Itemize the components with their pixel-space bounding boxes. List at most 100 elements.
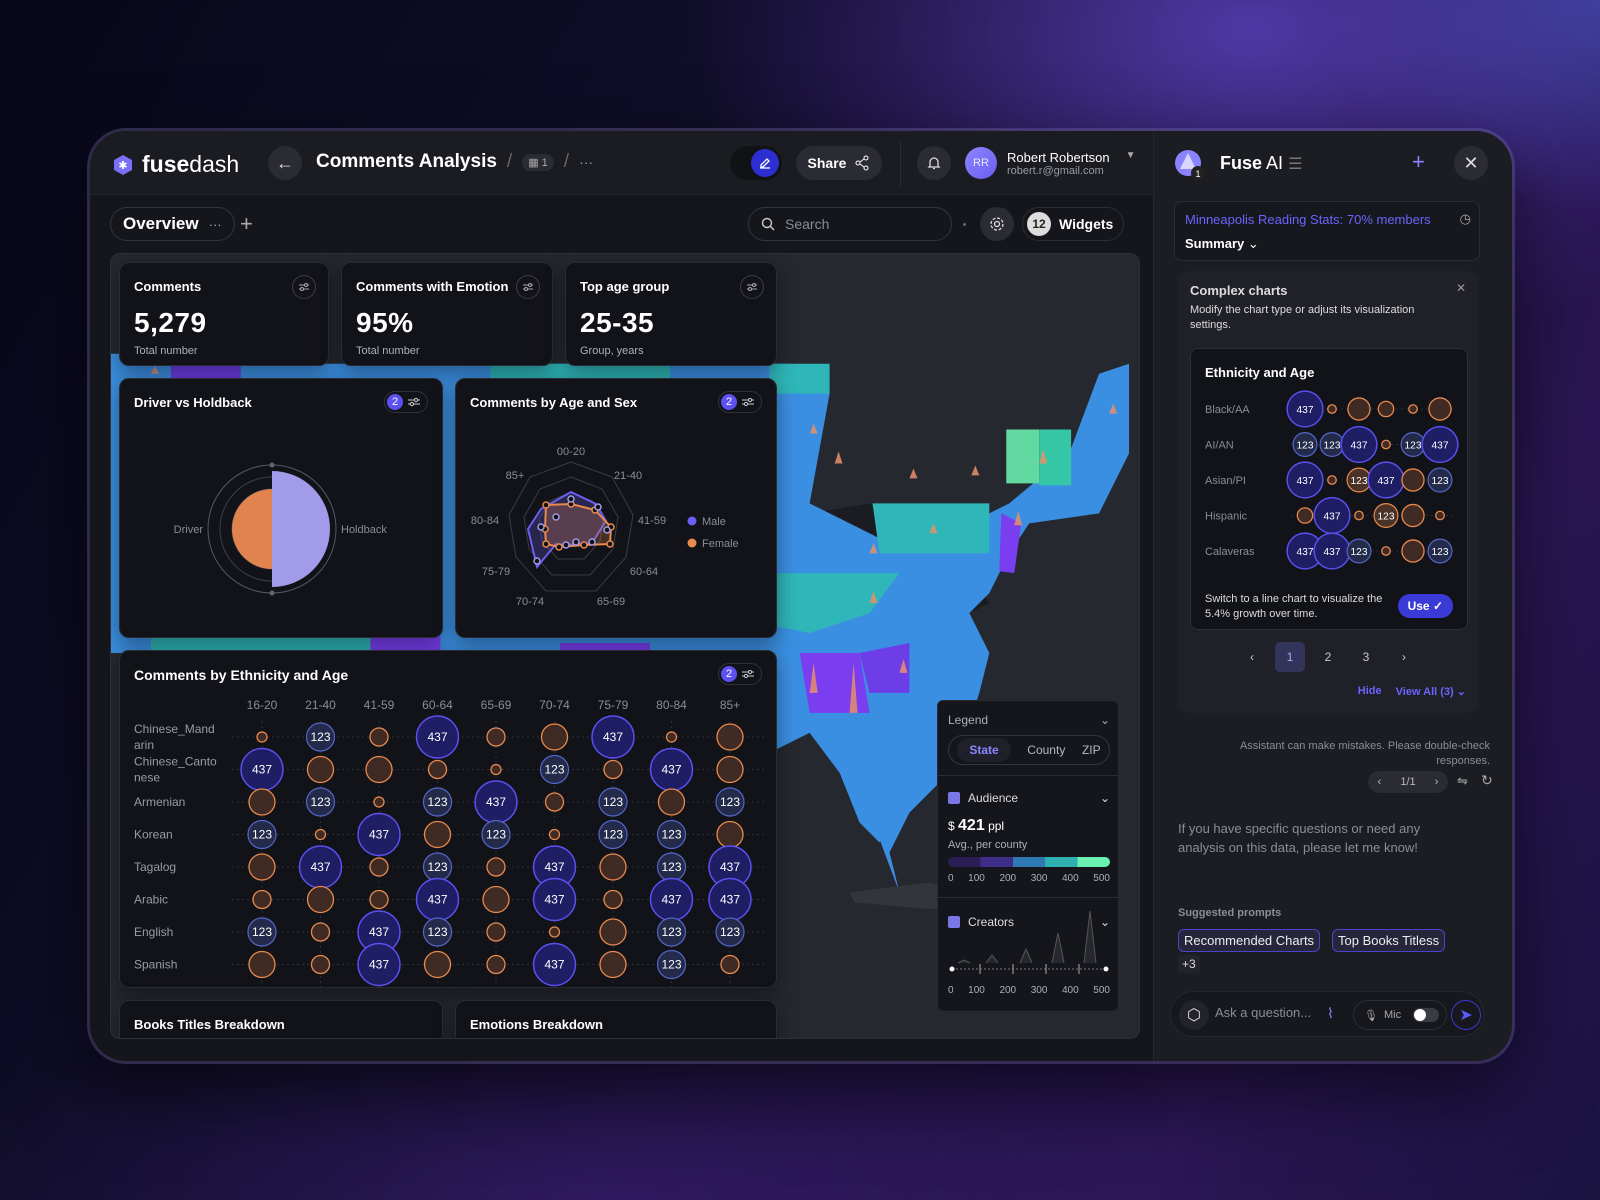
attach-icon[interactable]: ⌇ — [1327, 1005, 1334, 1021]
prompt-chip[interactable]: Recommended Charts — [1178, 929, 1321, 952]
chart-settings-button[interactable]: 2 — [718, 663, 762, 685]
user-email: robert.r@gmail.com — [1007, 164, 1104, 177]
chevron-down-icon[interactable]: ⌄ — [1099, 915, 1110, 929]
audience-value: $ 421 ppl — [948, 817, 1005, 834]
arrow-left-icon: ← — [276, 152, 294, 173]
mic-toggle[interactable]: 🎙 Mic — [1353, 1000, 1447, 1030]
assistant-message: If you have specific questions or need a… — [1178, 821, 1421, 855]
creators-distribution — [949, 910, 1109, 974]
chevron-down-icon: ⌄ — [1247, 236, 1259, 251]
user-menu[interactable]: RR Robert Robertson robert.r@gmail.com ▼ — [965, 147, 1136, 179]
sliders-icon — [742, 397, 754, 407]
model-selector-icon[interactable]: ⬡ — [1179, 1000, 1209, 1030]
widgets-button[interactable]: 12 Widgets — [1022, 207, 1125, 241]
mic-icon: 🎙 — [1364, 1009, 1378, 1022]
context-link[interactable]: Minneapolis Reading Stats: 70% members — [1185, 212, 1431, 227]
tab-more-button[interactable]: ··· — [208, 216, 222, 232]
svg-text:65-69: 65-69 — [481, 698, 512, 712]
ethnicity-age-bubble-card: Comments by Ethnicity and Age 2 16-20 21-… — [119, 650, 777, 989]
svg-text:123: 123 — [661, 925, 681, 939]
widgets-label: Widgets — [1059, 216, 1114, 232]
new-chat-button[interactable]: + — [1412, 149, 1425, 174]
breadcrumb-separator: / — [563, 151, 570, 172]
mic-switch[interactable] — [1413, 1008, 1440, 1022]
widgets-count: 12 — [1027, 212, 1051, 236]
svg-text:123: 123 — [310, 795, 330, 809]
suggestion-tip: Switch to a line chart to visualize the … — [1205, 593, 1383, 620]
map-legend-panel: Legend ⌄ State County ZIP Audience ⌄ $ 4… — [937, 700, 1119, 1012]
adjust-button[interactable] — [740, 275, 764, 299]
search-input[interactable] — [785, 216, 935, 232]
page-2[interactable]: 2 — [1324, 650, 1332, 664]
clock-icon[interactable]: ◷ — [1459, 211, 1471, 226]
add-tab-button[interactable]: + — [240, 211, 253, 236]
chevron-down-icon[interactable]: ⌄ — [1099, 791, 1110, 805]
chart-settings-button[interactable]: 2 — [384, 391, 428, 413]
search-box[interactable] — [748, 207, 952, 241]
page-1[interactable]: 1 — [1275, 642, 1305, 672]
svg-text:437: 437 — [1324, 512, 1341, 523]
svg-text:437: 437 — [486, 795, 506, 809]
send-icon: ➤ — [1459, 1007, 1473, 1024]
tab-zip[interactable]: ZIP — [1081, 743, 1101, 757]
disclaimer: Assistant can make mistakes. Please doub… — [1239, 740, 1490, 767]
svg-text:123: 123 — [1351, 476, 1368, 487]
hide-button[interactable]: Hide — [1357, 685, 1382, 697]
audience-checkbox[interactable] — [948, 792, 960, 804]
page-3[interactable]: 3 — [1362, 650, 1370, 664]
books-titles-card: Books Titles Breakdown — [119, 1000, 443, 1038]
svg-text:437: 437 — [1324, 547, 1341, 558]
prev-response-button[interactable]: ‹ — [1377, 776, 1382, 788]
back-button[interactable]: ← — [268, 146, 302, 180]
tab-overview[interactable]: Overview ··· — [110, 207, 235, 241]
svg-text:123: 123 — [1378, 512, 1395, 523]
svg-text:60-64: 60-64 — [422, 698, 453, 712]
use-suggestion-button[interactable]: Use ✓ — [1397, 594, 1453, 618]
kpi-card-comments: Comments 5,279 Total number — [119, 262, 329, 366]
settings-button[interactable] — [980, 207, 1014, 241]
audience-label: Audience — [968, 791, 1019, 805]
share-button[interactable]: Share — [796, 146, 882, 180]
svg-text:75-79: 75-79 — [598, 698, 629, 712]
adjust-button[interactable] — [516, 275, 540, 299]
separator-dot — [963, 223, 966, 226]
next-response-button[interactable]: › — [1434, 776, 1439, 788]
creators-checkbox[interactable] — [948, 916, 960, 928]
translate-icon[interactable]: ⇋ — [1457, 773, 1468, 788]
chevron-down-icon[interactable]: ⌄ — [1099, 713, 1110, 727]
svg-text:437: 437 — [1378, 476, 1395, 487]
svg-text:437: 437 — [427, 730, 447, 744]
history-list-icon[interactable]: ☰ — [1288, 156, 1303, 173]
audience-scale-ticks: 0 100 200 300 400 500 — [948, 873, 1110, 884]
logo[interactable]: ✱ fusedash — [112, 151, 239, 178]
notifications-button[interactable] — [917, 146, 951, 180]
refresh-icon[interactable]: ↻ — [1481, 772, 1493, 788]
tab-state[interactable]: State — [957, 738, 1011, 762]
edit-mode-toggle[interactable] — [730, 146, 782, 180]
tab-label: Overview — [123, 214, 199, 233]
chart-settings-button[interactable]: 2 — [718, 391, 762, 413]
adjust-button[interactable] — [292, 275, 316, 299]
send-button[interactable]: ➤ — [1451, 1000, 1481, 1030]
ask-input[interactable] — [1215, 1005, 1315, 1020]
top-bar: ✱ fusedash ← Comments Analysis / ▦ 1 / ·… — [90, 131, 1153, 195]
breadcrumb-more-button[interactable]: ··· — [579, 154, 594, 170]
svg-text:123: 123 — [427, 925, 447, 939]
close-panel-button[interactable]: ✕ — [1454, 146, 1488, 180]
prompt-chip[interactable]: Top Books Titless — [1332, 929, 1446, 952]
dashboard-canvas: Comments 5,279 Total number Comments wit… — [110, 253, 1140, 1039]
svg-text:Spanish: Spanish — [134, 958, 177, 972]
summary-dropdown[interactable]: Summary ⌄ — [1185, 236, 1259, 251]
tab-county[interactable]: County — [1027, 743, 1066, 757]
svg-text:123: 123 — [427, 795, 447, 809]
page-count-badge[interactable]: ▦ 1 — [522, 153, 554, 171]
prev-page-button[interactable]: ‹ — [1250, 650, 1254, 664]
svg-text:123: 123 — [720, 795, 740, 809]
filter-count-badge: 2 — [721, 394, 737, 410]
divider — [900, 141, 901, 187]
next-page-button[interactable]: › — [1402, 650, 1406, 664]
view-all-button[interactable]: View All (3) ⌄ — [1395, 686, 1466, 698]
more-prompts-chip[interactable]: +3 — [1178, 955, 1200, 973]
svg-text:70-74: 70-74 — [516, 596, 544, 608]
dismiss-suggestion-button[interactable]: ✕ — [1455, 281, 1466, 295]
